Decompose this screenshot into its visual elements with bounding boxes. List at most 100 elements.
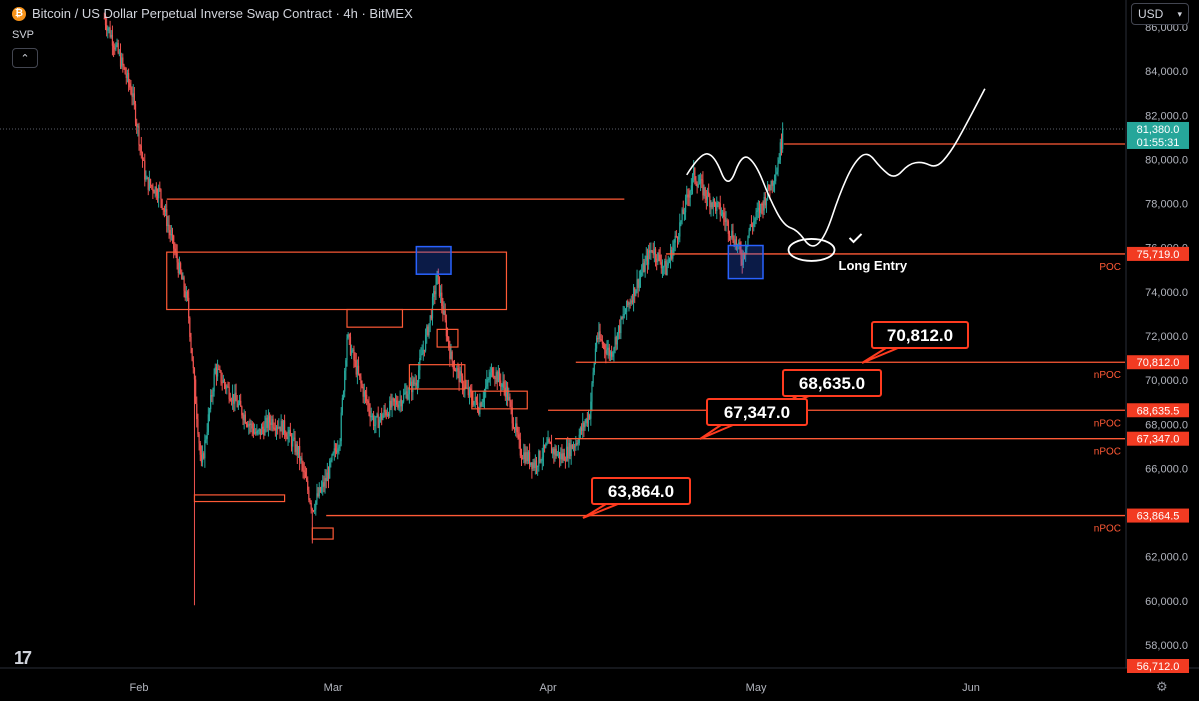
candle-body [771, 180, 773, 186]
candle [474, 391, 476, 409]
currency-selector[interactable]: USD ▾ [1131, 3, 1189, 25]
candle-body [593, 363, 595, 373]
candle-body [416, 382, 419, 386]
candle-body [219, 369, 221, 371]
candle [440, 285, 442, 304]
candle-body [405, 391, 407, 393]
candle-body [411, 381, 413, 393]
candle [207, 407, 209, 436]
candle-body [546, 443, 548, 445]
candle [561, 444, 563, 464]
candle-body [272, 419, 274, 428]
candle-body [333, 448, 335, 453]
candle-body [572, 446, 575, 449]
candle [251, 420, 253, 437]
candle-body [184, 290, 186, 298]
candle-body [104, 18, 107, 26]
candle-body [212, 391, 214, 397]
candle-body [159, 187, 161, 190]
candle-body [638, 278, 640, 288]
candle-body [149, 179, 152, 186]
candle [606, 340, 608, 356]
candle [752, 222, 754, 235]
candle [674, 231, 676, 252]
candle-body [141, 152, 144, 160]
candle [248, 420, 250, 435]
indicator-label[interactable]: SVP [12, 29, 35, 41]
candle [493, 366, 495, 380]
candle-body [604, 344, 606, 350]
candle-body [607, 347, 609, 351]
candle-body [240, 400, 242, 407]
candle [155, 182, 157, 200]
candle-body [404, 392, 406, 394]
tradingview-logo[interactable]: 17 [14, 648, 32, 668]
candle [255, 428, 257, 436]
candle [628, 301, 630, 312]
candle-body [764, 196, 766, 206]
candle-body [227, 386, 229, 388]
candle [782, 122, 784, 153]
candle [115, 42, 117, 52]
candle [591, 381, 593, 412]
candle-body [441, 292, 443, 306]
candle-body [463, 389, 465, 391]
candle [288, 426, 290, 443]
candle-body [235, 392, 237, 402]
candle-body [653, 248, 655, 255]
candle [137, 123, 139, 137]
candle [198, 432, 200, 451]
chart-header: ₿ Bitcoin / US Dollar Perpetual Inverse … [12, 6, 413, 21]
candle [480, 401, 482, 408]
candle-body [108, 27, 110, 29]
candle [310, 500, 312, 514]
candle-body [312, 510, 315, 512]
candle-body [763, 196, 765, 211]
candle [199, 440, 201, 461]
candle [374, 415, 376, 434]
candle-body [154, 186, 156, 194]
candle-body [569, 443, 571, 457]
candle [548, 437, 550, 444]
candle-body [199, 443, 201, 455]
candle [718, 201, 720, 210]
candle-body [394, 400, 397, 402]
collapse-indicators-button[interactable]: ⌃ [12, 48, 38, 68]
candle [705, 189, 707, 210]
y-tick-label: 86,000.0 [1145, 22, 1188, 34]
candle-body [238, 400, 241, 404]
candle-body [167, 224, 169, 226]
candle [686, 185, 688, 205]
candle-body [388, 413, 390, 417]
candle-body [309, 499, 311, 503]
candle-body [330, 460, 332, 462]
candle [134, 100, 137, 127]
candle-body [213, 373, 215, 392]
candle [318, 482, 320, 499]
volume-profile-box [436, 328, 459, 348]
candle-body [522, 457, 524, 459]
candle-body [757, 207, 759, 211]
candle [268, 412, 271, 431]
candle-body [700, 179, 702, 184]
candle [175, 243, 177, 259]
gear-icon[interactable]: ⚙ [1156, 679, 1168, 694]
candle [534, 454, 536, 475]
candle [354, 352, 356, 368]
candle-body [644, 261, 646, 272]
candle [189, 316, 191, 342]
candle-body [422, 349, 424, 355]
candle [719, 195, 721, 222]
candle [508, 387, 510, 401]
candle-body [435, 284, 437, 295]
candle-body [727, 221, 729, 234]
candle-body [303, 470, 305, 473]
candle [368, 396, 370, 417]
candle-body [487, 379, 489, 381]
candle-body [139, 144, 141, 146]
volume-profile-box [311, 527, 334, 540]
candle-body [652, 251, 654, 255]
candle [316, 483, 318, 505]
